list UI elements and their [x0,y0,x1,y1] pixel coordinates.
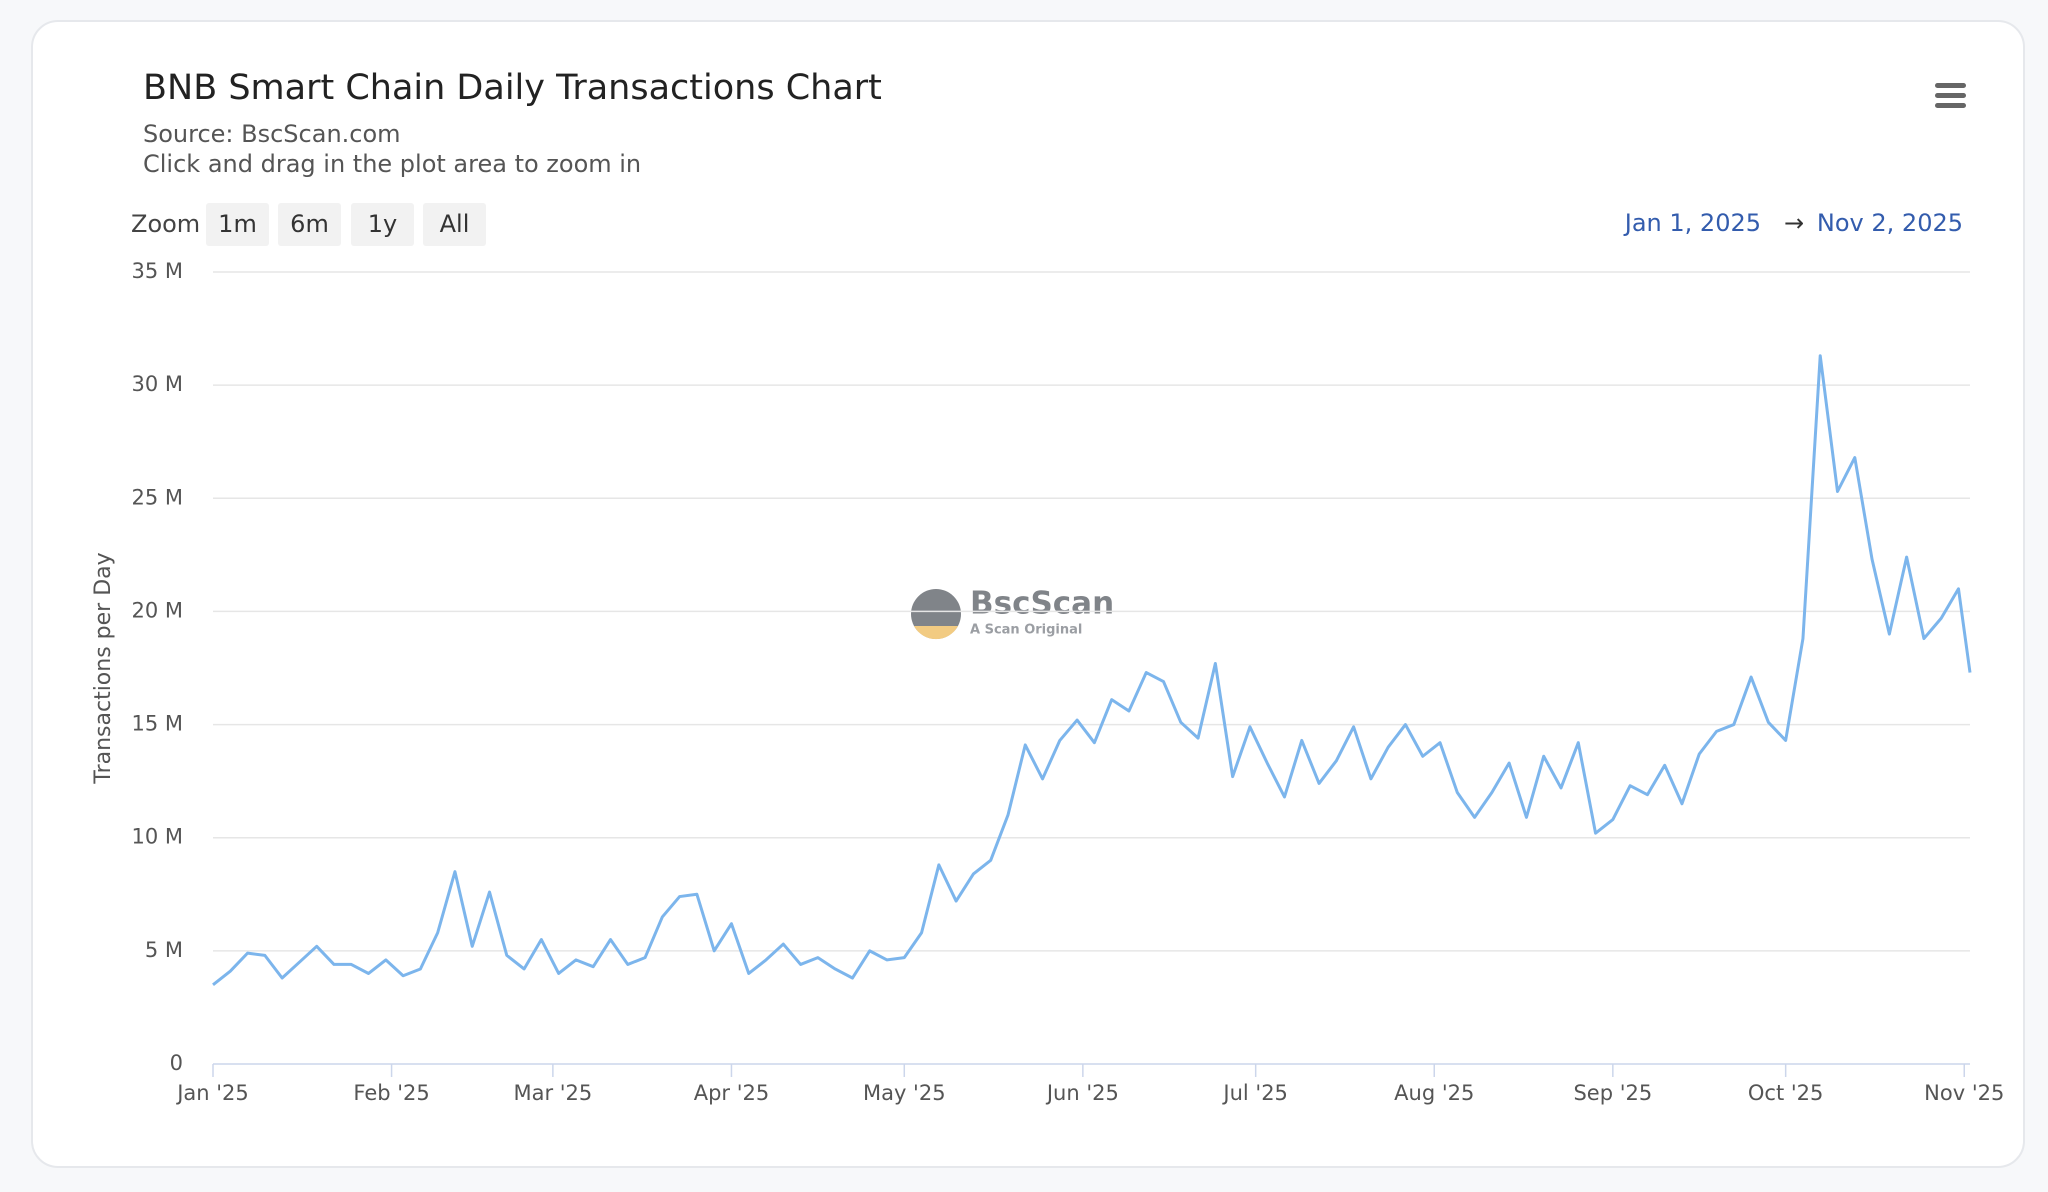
watermark-logo-arc [914,626,958,640]
menu-bar [1935,83,1966,88]
zoom-button-bg [278,203,341,246]
zoom-button[interactable]: 1y [351,203,414,246]
zoom-button[interactable]: 6m [278,203,341,246]
range-from[interactable]: Jan 1, 2025 [1623,209,1761,237]
watermark: BscScan A Scan Original [911,586,1114,640]
x-tick-label: May '25 [863,1081,946,1105]
y-tick-label: 10 M [131,825,183,849]
zoom-button-label: 1y [368,210,397,238]
menu-icon[interactable] [1935,83,1966,108]
y-tick-label: 25 M [131,485,183,509]
y-tick-label: 15 M [131,712,183,736]
x-tick-label: Apr '25 [694,1081,770,1105]
zoom-button-bg [206,203,269,246]
zoom-button[interactable]: 1m [206,203,269,246]
zoom-button-label: 1m [218,210,257,238]
watermark-name: BscScan [970,586,1114,622]
y-tick-label: 30 M [131,372,183,396]
y-tick-label: 35 M [131,259,183,283]
menu-bar [1935,93,1966,98]
range-separator: → [1784,209,1804,237]
x-tick-label: Aug '25 [1394,1081,1474,1105]
y-tick-label: 5 M [145,938,183,962]
card [31,20,2025,1168]
range-to[interactable]: Nov 2, 2025 [1817,209,1963,237]
y-tick-label: 20 M [131,598,183,622]
zoom-label: Zoom [131,210,200,238]
watermark-tagline: A Scan Original [970,623,1082,638]
zoom-button-bg [423,203,486,246]
y-tick-label: 0 [170,1051,183,1075]
x-tick-label: Feb '25 [353,1081,429,1105]
menu-bar [1935,103,1966,108]
x-tick-label: Mar '25 [513,1081,592,1105]
zoom-button-label: 6m [290,210,329,238]
x-tick-label: Jul '25 [1221,1081,1288,1105]
zoom-button-bg [351,203,414,246]
zoom-button-label: All [440,210,470,238]
x-tick-label: Jan '25 [175,1081,249,1105]
x-tick-label: Oct '25 [1748,1081,1823,1105]
zoom-button[interactable]: All [423,203,486,246]
x-tick-label: Nov '25 [1924,1081,2004,1105]
x-tick-label: Sep '25 [1573,1081,1652,1105]
subtitle: Source: BscScan.com [143,120,401,148]
subtitle: Click and drag in the plot area to zoom … [143,150,641,178]
data-line [212,354,1972,986]
x-tick-label: Jun '25 [1045,1081,1119,1105]
chart-title: BNB Smart Chain Daily Transactions Chart [143,68,882,108]
y-axis-label: Transactions per Day [91,552,116,784]
